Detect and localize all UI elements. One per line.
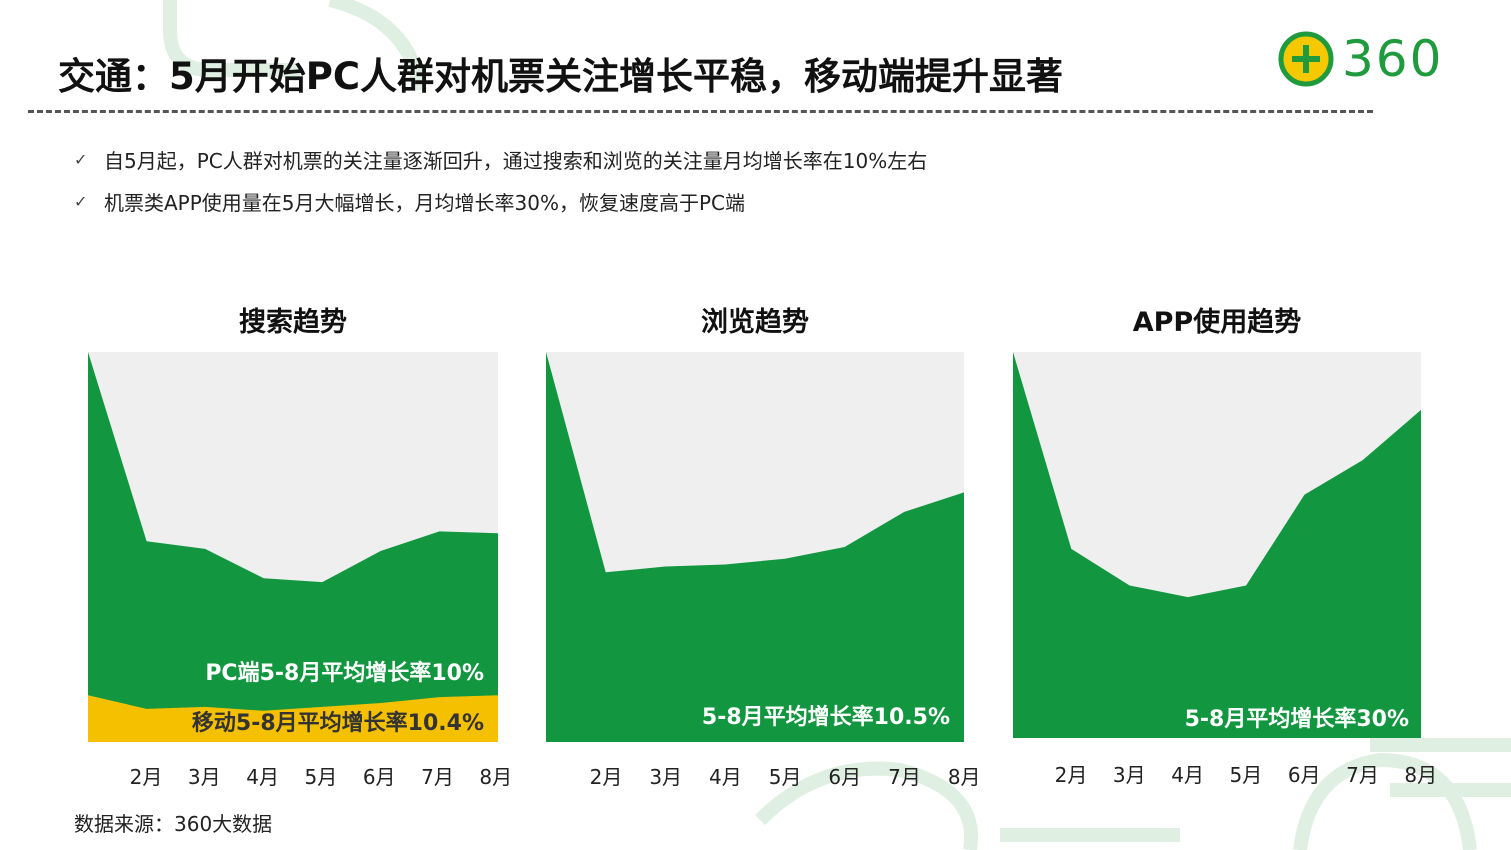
x-tick-label: 5月 xyxy=(769,765,802,789)
chart-browse-trend: 5-8月平均增长率10.5% 2月 3月 4月 5月 6月 7月 8月 xyxy=(545,351,981,789)
x-tick-label: 2月 xyxy=(590,765,623,789)
brand-logo: 360 xyxy=(1278,28,1478,90)
growth-rate-annotation: PC端5-8月平均增长率10% xyxy=(205,660,484,686)
area-series-mobile xyxy=(88,695,498,742)
x-tick-label: 3月 xyxy=(649,765,682,789)
bullet-text: 自5月起，PC人群对机票的关注量逐渐回升，通过搜索和浏览的关注量月均增长率在10… xyxy=(104,148,928,173)
x-tick-label: 7月 xyxy=(1346,763,1379,787)
growth-rate-annotation: 移动5-8月平均增长率10.4% xyxy=(192,710,484,736)
growth-rate-annotation: 5-8月平均增长率10.5% xyxy=(702,704,950,730)
x-tick-label: 4月 xyxy=(709,765,742,789)
x-tick-label: 5月 xyxy=(1230,763,1263,787)
area-series-main xyxy=(546,352,964,742)
x-tick-label: 4月 xyxy=(1171,763,1204,787)
area-series-pc xyxy=(88,352,498,742)
chart-title: 浏览趋势 xyxy=(701,307,809,338)
title-divider xyxy=(28,110,1373,113)
x-tick-label: 7月 xyxy=(421,765,454,789)
x-tick-label: 2月 xyxy=(1055,763,1088,787)
area-series-main xyxy=(1013,352,1421,738)
x-tick-label: 6月 xyxy=(1288,763,1321,787)
x-tick-label: 6月 xyxy=(828,765,861,789)
x-tick-label: 8月 xyxy=(948,765,981,789)
growth-rate-annotation: 5-8月平均增长率30% xyxy=(1185,706,1409,732)
x-tick-label: 8月 xyxy=(1404,763,1437,787)
chart-title: APP使用趋势 xyxy=(1132,307,1302,338)
chart-title: 搜索趋势 xyxy=(239,307,347,338)
bullet-item: ✓ 机票类APP使用量在5月大幅增长，月均增长率30%，恢复速度高于PC端 xyxy=(74,180,927,222)
check-icon: ✓ xyxy=(74,149,88,169)
x-tick-label: 7月 xyxy=(888,765,921,789)
logo-text: 360 xyxy=(1342,30,1444,88)
chart-search-trend: PC端5-8月平均增长率10% 移动5-8月平均增长率10.4% 2月 3月 4月 5月 6… xyxy=(87,351,512,789)
bullet-list: ✓ 自5月起，PC人群对机票的关注量逐渐回升，通过搜索和浏览的关注量月均增长率在… xyxy=(74,138,927,222)
x-tick-label: 6月 xyxy=(363,765,396,789)
x-tick-label: 2月 xyxy=(130,765,163,789)
x-tick-label: 4月 xyxy=(246,765,279,789)
check-icon: ✓ xyxy=(74,191,88,211)
data-source-note: 数据来源：360大数据 xyxy=(74,812,273,836)
x-tick-label: 8月 xyxy=(479,765,512,789)
page-title: 交通：5月开始PC人群对机票关注增长平稳，移动端提升显著 xyxy=(58,55,1064,98)
bullet-item: ✓ 自5月起，PC人群对机票的关注量逐渐回升，通过搜索和浏览的关注量月均增长率在… xyxy=(74,138,927,180)
chart-app-trend: 5-8月平均增长率30% 2月 3月 4月 5月 6月 7月 8月 xyxy=(1012,351,1437,787)
bullet-text: 机票类APP使用量在5月大幅增长，月均增长率30%，恢复速度高于PC端 xyxy=(104,190,746,215)
plus-circle-icon xyxy=(1278,31,1334,87)
x-tick-label: 5月 xyxy=(305,765,338,789)
x-tick-label: 3月 xyxy=(1113,763,1146,787)
x-tick-label: 3月 xyxy=(188,765,221,789)
